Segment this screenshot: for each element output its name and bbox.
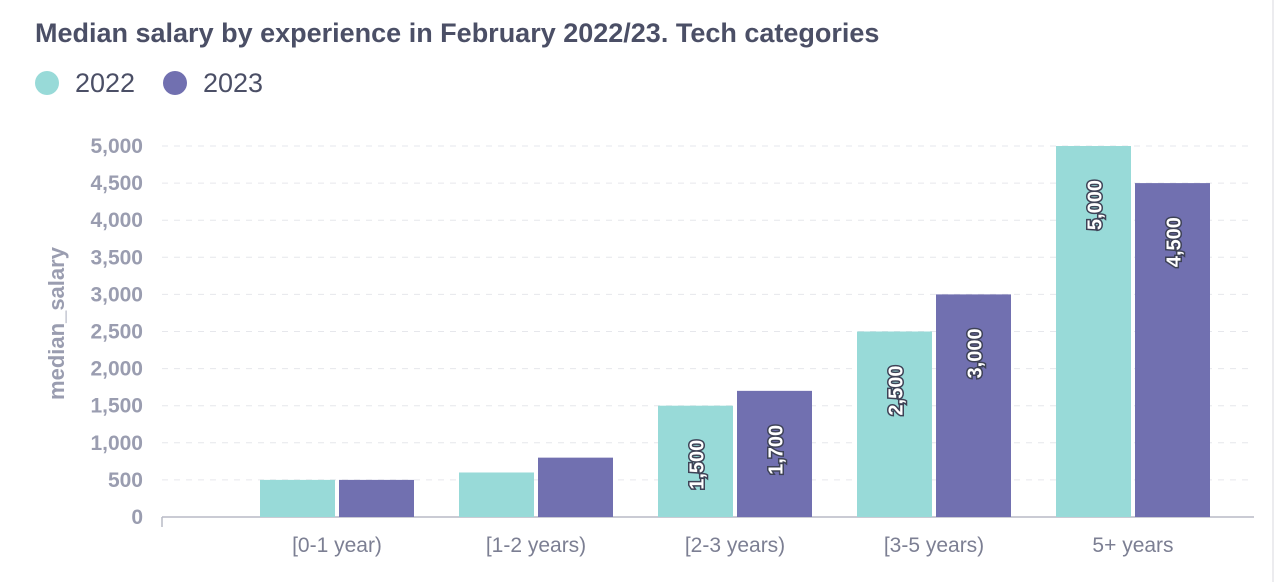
- bar-2023-0: [339, 479, 414, 517]
- x-tick-label: [3-5 years): [884, 534, 984, 557]
- data-label-2023-2: 1,700: [766, 425, 788, 475]
- y-axis-title: median_salary: [44, 246, 69, 400]
- data-label-2023-3: 3,000: [965, 328, 987, 378]
- y-tick-label: 0: [131, 506, 143, 529]
- y-tick-label: 2,500: [90, 321, 143, 344]
- y-tick-label: 5,000: [90, 135, 143, 158]
- bar-2022-3: [857, 331, 932, 517]
- bar-2023-4: [1135, 183, 1210, 517]
- data-label-2022-2: 1,500: [687, 440, 709, 490]
- bar-2023-2: [737, 390, 812, 517]
- legend-swatch-2023: [163, 71, 187, 95]
- y-tick-label: 2,000: [90, 358, 143, 381]
- bar-2023-3: [936, 294, 1011, 517]
- bar-2022-1: [459, 472, 534, 517]
- y-tick-label: 1,500: [90, 395, 143, 418]
- bar-2023-1: [538, 457, 613, 517]
- legend-swatch-2022: [35, 71, 59, 95]
- bar-2022-2: [658, 405, 733, 517]
- y-tick-label: 4,000: [90, 209, 143, 232]
- legend-label-2022: 2022: [75, 68, 136, 98]
- x-tick-label: 5+ years: [1092, 534, 1173, 557]
- legend-label-2023: 2023: [203, 68, 264, 98]
- y-tick-label: 500: [108, 469, 143, 492]
- y-tick-label: 4,500: [90, 172, 143, 195]
- x-tick-label: [0-1 year): [292, 534, 382, 557]
- y-tick-label: 1,000: [90, 432, 143, 455]
- y-tick-label: 3,000: [90, 283, 143, 306]
- data-label-2023-4: 4,500: [1164, 217, 1186, 267]
- data-label-2022-4: 5,000: [1085, 180, 1107, 230]
- bar-2022-4: [1056, 146, 1131, 517]
- x-tick-label: [2-3 years): [685, 534, 785, 557]
- data-label-2022-3: 2,500: [886, 366, 908, 416]
- y-tick-label: 3,500: [90, 246, 143, 269]
- x-tick-label: [1-2 years): [486, 534, 586, 557]
- bar-2022-0: [260, 479, 335, 517]
- chart-title: Median salary by experience in February …: [35, 18, 880, 48]
